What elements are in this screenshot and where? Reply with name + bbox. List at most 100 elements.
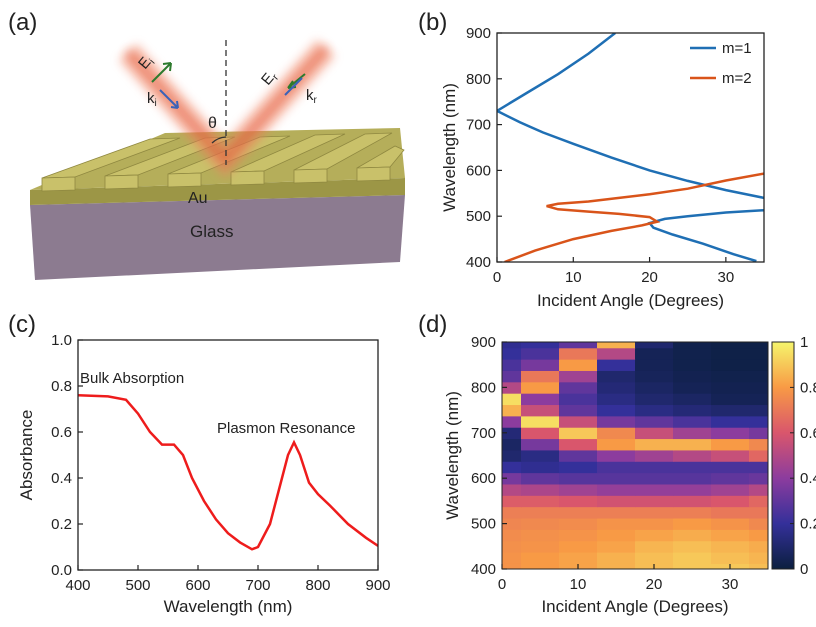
heat-cell: [559, 416, 598, 428]
heat-cell: [559, 450, 598, 462]
x-tick-label: 700: [245, 577, 270, 594]
colorbar-tick-label: 0.6: [800, 425, 816, 442]
plot-area: [78, 395, 378, 549]
y-tick-label: 0.6: [51, 424, 72, 441]
heat-cell: [673, 438, 712, 450]
heat-cell: [673, 348, 712, 360]
heat-cell: [635, 518, 674, 530]
heat-cell: [597, 359, 636, 371]
heat-cell: [559, 348, 598, 360]
x-tick-label: 20: [646, 576, 663, 593]
legend-label: m=2: [722, 70, 752, 87]
x-tick-label: 30: [718, 269, 735, 286]
subscript: i: [155, 98, 157, 109]
colorbar-tick-label: 1: [800, 334, 808, 351]
heat-cell: [559, 438, 598, 450]
colorbar-tick-label: 0.2: [800, 516, 816, 533]
y-tick-label: 400: [466, 254, 491, 271]
layer-label: Glass: [190, 222, 233, 241]
plot-area: [497, 33, 764, 262]
heat-cell: [711, 461, 750, 473]
y-tick-label: 800: [466, 71, 491, 88]
heat-cell: [635, 370, 674, 382]
heat-cell: [521, 404, 560, 416]
x-tick-label: 500: [125, 577, 150, 594]
heat-cell: [673, 541, 712, 553]
heat-cell: [559, 541, 598, 553]
y-tick-label: 500: [466, 208, 491, 225]
y-axis-title: Wavelength (nm): [443, 391, 462, 520]
colorbar-tick-label: 0.8: [800, 379, 816, 396]
y-tick-label: 0.8: [51, 378, 72, 395]
angle-label: θ: [208, 115, 217, 132]
heat-cell: [597, 518, 636, 530]
heat-cell: [711, 348, 750, 360]
heat-cell: [635, 404, 674, 416]
heat-cell: [597, 438, 636, 450]
y-axis-title: Wavelength (nm): [440, 83, 459, 212]
heat-cell: [559, 529, 598, 541]
colorbar: [772, 342, 794, 569]
y-tick-label: 500: [471, 516, 496, 533]
heat-cell: [559, 552, 598, 564]
y-tick-label: 1.0: [51, 332, 72, 349]
heat-cell: [711, 529, 750, 541]
heat-cell: [521, 529, 560, 541]
y-tick-label: 700: [466, 117, 491, 134]
x-tick-label: 400: [65, 577, 90, 594]
heat-cell: [521, 348, 560, 360]
heat-cell: [673, 450, 712, 462]
heat-cell: [673, 370, 712, 382]
y-tick-label: 900: [466, 25, 491, 42]
subscript: r: [314, 95, 318, 106]
heat-cell: [635, 473, 674, 485]
plot-area: [483, 336, 788, 575]
heat-cell: [673, 393, 712, 405]
heat-cell: [521, 393, 560, 405]
y-tick-label: 400: [471, 561, 496, 578]
heat-cell: [521, 495, 560, 507]
heat-cell: [673, 529, 712, 541]
heat-cell: [597, 393, 636, 405]
heat-cell: [673, 495, 712, 507]
heat-cell: [597, 427, 636, 439]
heat-cell: [673, 382, 712, 394]
heat-cell: [711, 438, 750, 450]
heat-cell: [673, 473, 712, 485]
heat-cell: [521, 484, 560, 496]
x-tick-label: 30: [722, 576, 739, 593]
heat-cell: [711, 404, 750, 416]
heat-cell: [635, 461, 674, 473]
x-tick-label: 800: [305, 577, 330, 594]
heat-cell: [597, 484, 636, 496]
panel-label: (c): [8, 311, 36, 338]
heat-cell: [635, 529, 674, 541]
heat-cell: [597, 450, 636, 462]
y-tick-label: 900: [471, 334, 496, 351]
heat-cell: [597, 541, 636, 553]
heat-cell: [673, 427, 712, 439]
panel-label: (b): [418, 9, 447, 36]
heat-cell: [559, 393, 598, 405]
heat-cell: [711, 450, 750, 462]
heat-cell: [521, 461, 560, 473]
heat-cell: [559, 359, 598, 371]
heat-cell: [597, 552, 636, 564]
annotation: Plasmon Resonance: [217, 420, 355, 437]
line: [505, 174, 764, 262]
panel-label: (d): [418, 311, 447, 338]
colorbar-tick-label: 0: [800, 561, 808, 578]
heat-cell: [559, 382, 598, 394]
heat-cell: [559, 473, 598, 485]
panel-label: (a): [8, 9, 37, 36]
heat-cell: [559, 427, 598, 439]
heat-cell: [635, 348, 674, 360]
heat-cell: [559, 404, 598, 416]
heat-cell: [711, 495, 750, 507]
heat-cell: [597, 473, 636, 485]
heat-cell: [635, 359, 674, 371]
y-tick-label: 0.4: [51, 470, 72, 487]
heat-cell: [673, 359, 712, 371]
x-tick-label: 600: [185, 577, 210, 594]
heat-cell: [559, 518, 598, 530]
